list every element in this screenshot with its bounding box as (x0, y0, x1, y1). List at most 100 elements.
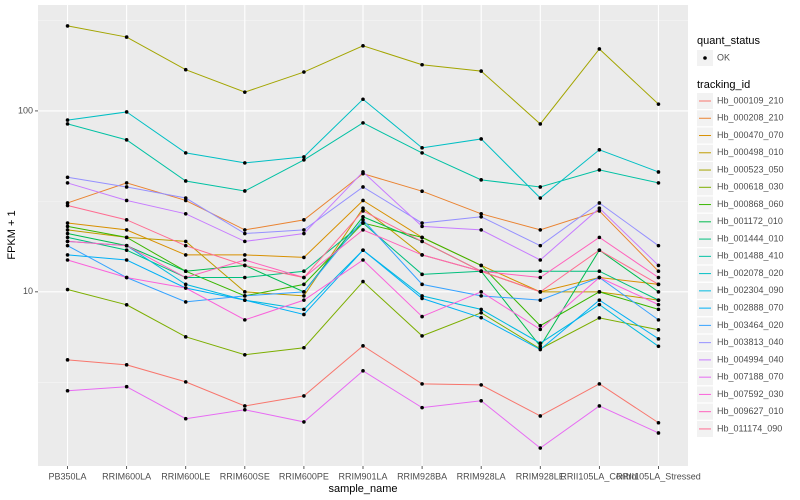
data-point (420, 296, 424, 301)
data-point (656, 275, 661, 280)
legend-label: Hb_002078_020 (717, 268, 784, 278)
data-point (538, 269, 543, 274)
data-point (65, 235, 70, 240)
legend-point (703, 56, 707, 60)
data-point (65, 122, 70, 126)
data-point (124, 303, 129, 307)
data-point (420, 405, 424, 410)
data-point (656, 307, 661, 312)
data-point (597, 298, 602, 302)
data-point (656, 263, 661, 268)
data-point (538, 446, 543, 450)
x-tick-label: RRIM600LE (161, 471, 210, 481)
data-point (302, 420, 306, 424)
data-point (656, 337, 661, 341)
data-point (361, 279, 365, 284)
data-point (656, 181, 661, 185)
data-point (65, 231, 70, 236)
data-point (183, 239, 188, 244)
data-point (124, 384, 129, 389)
data-point (538, 341, 543, 346)
legend-label: Hb_003813_040 (717, 337, 784, 347)
data-point (656, 344, 661, 349)
data-point (420, 235, 424, 240)
legend-label: Hb_000109_210 (717, 95, 784, 105)
data-point (597, 248, 602, 252)
data-point (65, 253, 70, 257)
data-point (302, 298, 306, 302)
data-point (183, 151, 188, 155)
data-point (243, 275, 247, 280)
x-tick-label: RRII105LA_Stressed (616, 471, 701, 481)
data-point (65, 239, 70, 244)
data-point (479, 137, 483, 141)
data-point (597, 302, 602, 307)
data-point (361, 185, 365, 189)
data-point (65, 175, 70, 180)
data-point (302, 158, 306, 162)
data-point (65, 388, 70, 393)
data-point (65, 228, 70, 232)
data-point (479, 398, 483, 403)
data-point (243, 161, 247, 165)
data-point (538, 344, 543, 349)
data-point (538, 275, 543, 280)
legend-label: Hb_001488_410 (717, 251, 784, 261)
data-point (302, 255, 306, 260)
data-point (243, 352, 247, 357)
data-point (302, 228, 306, 232)
legend-label: Hb_000868_060 (717, 199, 784, 209)
data-point (65, 221, 70, 225)
data-point (597, 201, 602, 205)
legend-label: Hb_002304_090 (717, 285, 784, 295)
data-point (597, 316, 602, 320)
data-point (124, 181, 129, 185)
data-point (420, 221, 424, 225)
data-point (183, 282, 188, 287)
data-point (597, 206, 602, 210)
data-point (656, 318, 661, 322)
data-point (65, 258, 70, 262)
data-point (420, 146, 424, 150)
data-point (183, 380, 188, 384)
data-point (420, 239, 424, 244)
data-point (243, 231, 247, 236)
data-point (124, 243, 129, 248)
data-point (302, 155, 306, 159)
data-point (243, 294, 247, 298)
data-point (420, 272, 424, 277)
data-point (183, 253, 188, 257)
data-point (656, 420, 661, 425)
data-point (597, 209, 602, 213)
data-point (361, 198, 365, 203)
data-point (302, 269, 306, 274)
data-point (597, 147, 602, 152)
data-point (479, 310, 483, 315)
legend-label: Hb_001172_010 (717, 216, 783, 226)
data-point (420, 224, 424, 229)
data-point (243, 298, 247, 302)
y-axis-title: FPKM + 1 (6, 210, 18, 259)
data-point (65, 203, 70, 208)
data-point (65, 243, 70, 248)
x-tick-label: RRIM901LA (338, 471, 387, 481)
data-point (302, 307, 306, 312)
data-point (124, 35, 129, 39)
data-point (361, 221, 365, 225)
data-point (597, 290, 602, 294)
data-point (183, 275, 188, 280)
data-point (302, 282, 306, 287)
data-point (420, 314, 424, 319)
data-point (538, 122, 543, 126)
legend-label: Hb_001444_010 (717, 233, 784, 243)
legend-label: Hb_000470_070 (717, 130, 784, 140)
data-point (183, 67, 188, 72)
data-point (479, 212, 483, 216)
data-point (656, 102, 661, 106)
data-point (243, 290, 247, 294)
data-point (361, 44, 365, 48)
data-point (361, 369, 365, 373)
legend-label: Hb_011174_090 (717, 423, 782, 433)
x-tick-label: RRIM600LA (102, 471, 151, 481)
